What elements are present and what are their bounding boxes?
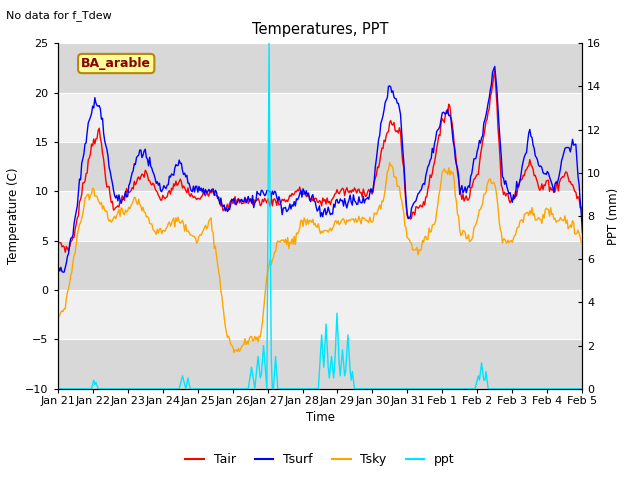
Bar <box>58 93 582 142</box>
Bar <box>58 290 582 339</box>
Text: Temperatures, PPT: Temperatures, PPT <box>252 22 388 36</box>
X-axis label: Time: Time <box>305 411 335 424</box>
Text: BA_arable: BA_arable <box>81 57 151 70</box>
Bar <box>58 339 582 389</box>
Legend: Tair, Tsurf, Tsky, ppt: Tair, Tsurf, Tsky, ppt <box>180 448 460 471</box>
Bar <box>58 142 582 192</box>
Bar <box>58 43 582 93</box>
Text: No data for f_Tdew: No data for f_Tdew <box>6 10 112 21</box>
Bar <box>58 192 582 240</box>
Y-axis label: PPT (mm): PPT (mm) <box>607 187 620 245</box>
Y-axis label: Temperature (C): Temperature (C) <box>6 168 20 264</box>
Bar <box>58 240 582 290</box>
